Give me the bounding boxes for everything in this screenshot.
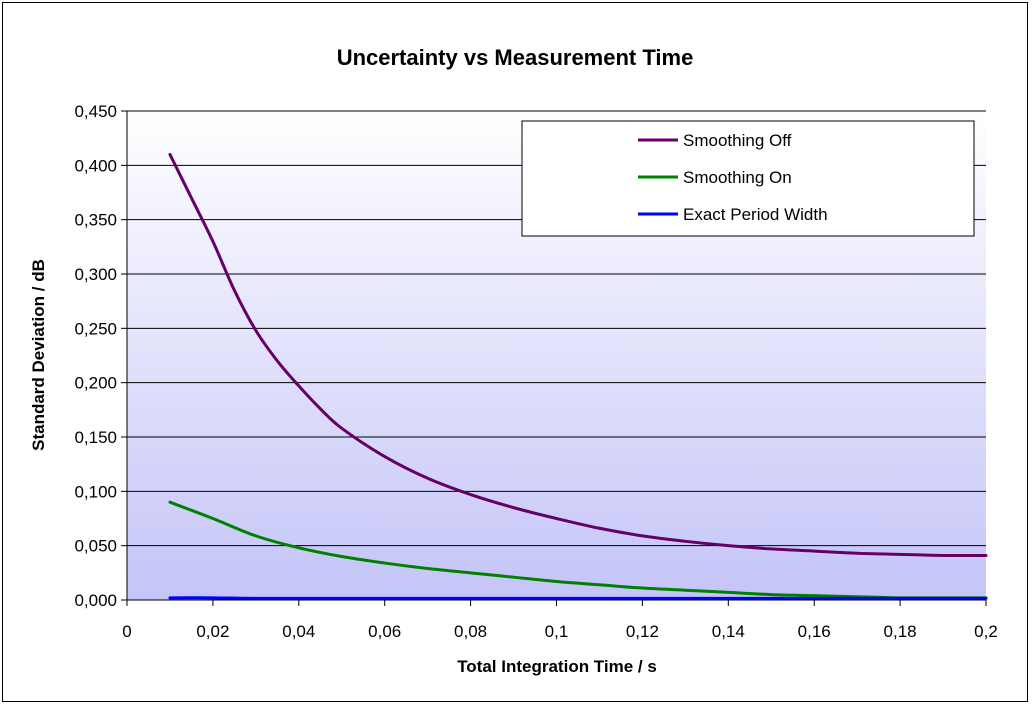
legend-label-smoothing-on: Smoothing On [683, 168, 792, 187]
y-tick-label: 0,400 [74, 156, 117, 175]
x-tick-label: 0 [122, 622, 131, 641]
series-lines [168, 152, 988, 600]
axes: 0,000 0,050 0,100 0,150 0,200 0,250 0,300 0,350… [74, 102, 997, 641]
x-tick-label: 0,1 [545, 622, 569, 641]
x-tick-label: 0,18 [884, 622, 917, 641]
chart-title: Uncertainty vs Measurement Time [337, 45, 694, 70]
series-line-exact-period-width [168, 596, 988, 600]
y-tick-label: 0,150 [74, 428, 117, 447]
x-tick-label: 0,2 [974, 622, 998, 641]
x-axis-title: Total Integration Time / s [457, 657, 657, 676]
y-tick-label: 0,350 [74, 211, 117, 230]
series-line-smoothing-on [168, 500, 988, 600]
y-tick-label: 0,250 [74, 319, 117, 338]
y-axis-title: Standard Deviation / dB [29, 259, 48, 451]
x-tick-label: 0,12 [626, 622, 659, 641]
y-tick-label: 0,000 [74, 591, 117, 610]
y-tick-label: 0,100 [74, 482, 117, 501]
legend-label-exact-period-width: Exact Period Width [683, 205, 828, 224]
y-tick-label: 0,300 [74, 265, 117, 284]
series-line-smoothing-off [168, 152, 988, 558]
x-tick-label: 0,06 [368, 622, 401, 641]
legend-label-smoothing-off: Smoothing Off [683, 131, 792, 150]
y-tick-label: 0,050 [74, 537, 117, 556]
x-tick-label: 0,16 [798, 622, 831, 641]
x-tick-label: 0,14 [712, 622, 745, 641]
x-tick-label: 0,08 [454, 622, 487, 641]
y-tick-label: 0,450 [74, 102, 117, 121]
y-tick-label: 0,200 [74, 374, 117, 393]
legend-box [521, 120, 975, 237]
x-tick-label: 0,02 [196, 622, 229, 641]
x-tick-label: 0,04 [282, 622, 315, 641]
legend: Smoothing Off Smoothing On Exact Period Wi… [521, 120, 975, 237]
